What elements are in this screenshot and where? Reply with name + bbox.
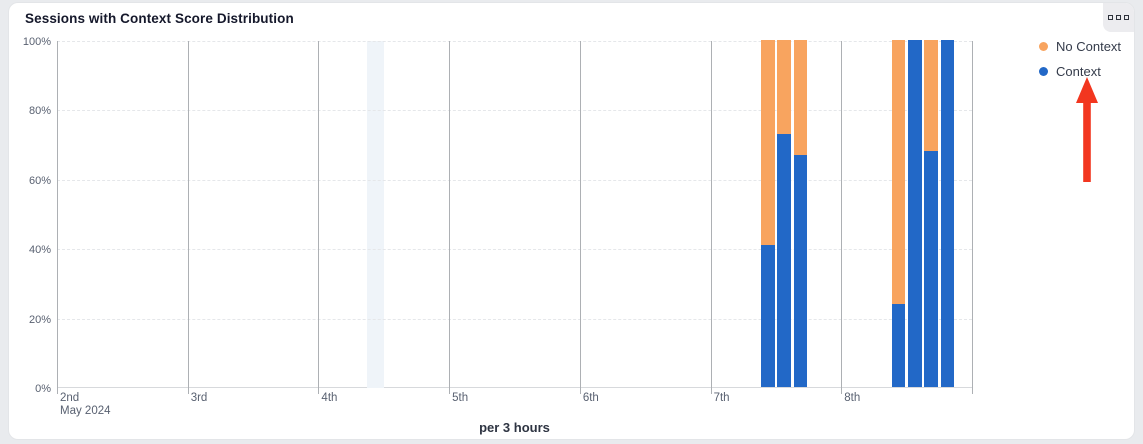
- gridline: [57, 179, 972, 181]
- x-axis-tick-label: 5th: [452, 392, 469, 404]
- stacked-bar[interactable]: [891, 40, 906, 387]
- gridline: [57, 249, 972, 251]
- context-dot-icon: [1039, 67, 1048, 76]
- day-separator-line: [710, 41, 712, 394]
- bar-segment-no-context[interactable]: [924, 40, 939, 152]
- legend-label: No Context: [1056, 39, 1122, 54]
- day-separator-line: [57, 41, 58, 394]
- gridline: [57, 110, 972, 112]
- bar-segment-context[interactable]: [760, 244, 775, 387]
- day-separator-line: [841, 41, 843, 394]
- bar-segment-no-context[interactable]: [760, 40, 775, 245]
- highlighted-time-band: [367, 41, 384, 388]
- gridline: [57, 41, 972, 42]
- boxes-menu-icon: [1116, 15, 1121, 20]
- y-axis-tick-label: 60%: [28, 174, 51, 187]
- y-axis-tick-label: 0%: [35, 383, 51, 395]
- day-separator-line: [972, 41, 973, 394]
- y-axis-tick-label: 80%: [28, 105, 51, 118]
- y-axis-tick-label: 20%: [28, 313, 51, 326]
- stacked-bar[interactable]: [760, 40, 775, 387]
- bar-segment-context[interactable]: [891, 303, 906, 387]
- stacked-bar[interactable]: [907, 40, 922, 387]
- bar-segment-context[interactable]: [907, 40, 922, 387]
- x-axis-tick-label: 4th: [321, 392, 338, 404]
- legend-item-context[interactable]: Context: [1039, 64, 1121, 79]
- day-separator-line: [187, 41, 189, 394]
- bar-segment-context[interactable]: [793, 154, 808, 387]
- legend-item-no-context[interactable]: No Context: [1039, 39, 1121, 54]
- boxes-menu-icon: [1124, 15, 1129, 20]
- chart-title: Sessions with Context Score Distribution: [25, 11, 294, 26]
- y-axis-tick-label: 40%: [28, 244, 51, 257]
- x-axis-tick-label: 8th: [844, 392, 861, 404]
- gridline: [57, 318, 972, 320]
- x-axis-tick-label: 3rd: [190, 392, 208, 404]
- x-axis-tick-label: 6th: [582, 392, 599, 404]
- day-separator-line: [579, 41, 581, 394]
- bar-segment-no-context[interactable]: [793, 40, 808, 155]
- bar-segment-context[interactable]: [777, 133, 791, 387]
- red-arrow-up-icon: [1076, 77, 1098, 182]
- legend-label: Context: [1056, 64, 1101, 79]
- chart-plot-area[interactable]: 0% 20% 40% 60% 80% 100% 2nd May 2024 3rd 4th 5th 6t…: [23, 36, 973, 417]
- chart-card: Sessions with Context Score Distribution…: [8, 2, 1135, 440]
- stacked-bar[interactable]: [793, 40, 808, 387]
- boxes-menu-icon: [1108, 15, 1113, 20]
- chart-legend: No Context Context: [1039, 39, 1121, 79]
- stacked-bar[interactable]: [777, 40, 791, 387]
- stacked-bar[interactable]: [940, 40, 955, 387]
- no-context-dot-icon: [1039, 42, 1048, 51]
- options-menu-button[interactable]: [1103, 3, 1134, 32]
- x-axis-unit-label: per 3 hours: [479, 420, 550, 435]
- x-axis-tick-label: 2nd May 2024: [60, 392, 111, 417]
- x-axis-tick-label: 7th: [713, 392, 730, 404]
- x-axis-sublabel: May 2024: [60, 405, 111, 417]
- bar-segment-context[interactable]: [924, 151, 939, 387]
- day-separator-line: [318, 41, 320, 394]
- bar-segment-no-context[interactable]: [777, 40, 791, 134]
- day-separator-line: [449, 41, 451, 394]
- stacked-bar[interactable]: [924, 40, 939, 387]
- y-axis-tick-label: 100%: [22, 36, 51, 48]
- bar-segment-context[interactable]: [940, 40, 955, 387]
- bar-segment-no-context[interactable]: [891, 40, 906, 304]
